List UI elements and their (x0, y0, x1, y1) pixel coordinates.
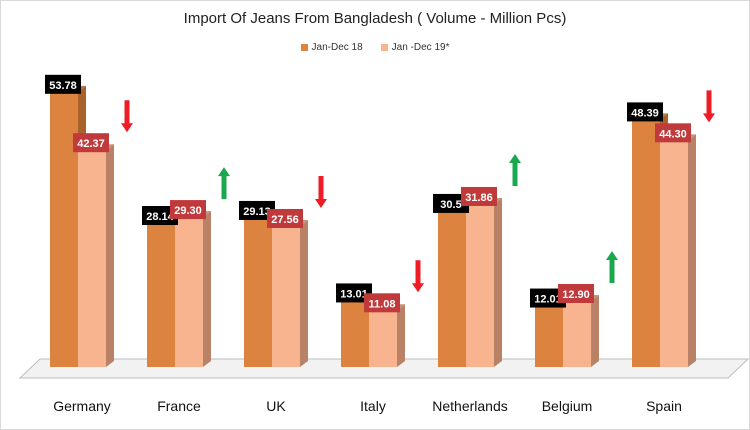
bar-side-2-germany (106, 144, 114, 367)
value-label-bg-2-belgium (558, 283, 594, 303)
value-label-bg-2-spain (655, 123, 691, 143)
value-label-bg-2-netherlands (461, 186, 497, 206)
up-arrow-icon-netherlands (509, 153, 521, 186)
legend-label-series-2: Jan -Dec 19* (391, 42, 450, 53)
bar-series-2-netherlands (466, 203, 494, 367)
value-label-2-belgium: 12.90 (562, 289, 590, 301)
value-label-bg-1-spain (627, 102, 663, 122)
value-label-1-italy: 13.01 (340, 288, 368, 300)
legend-swatch-series-1 (300, 44, 308, 51)
value-label-2-germany: 42.37 (77, 138, 105, 150)
bar-side-2-belgium (591, 294, 599, 367)
value-label-1-spain: 48.39 (631, 107, 659, 119)
bar-series-2-germany (78, 150, 106, 367)
value-label-1-belgium: 12.01 (534, 294, 562, 306)
down-arrow-icon-germany (121, 100, 133, 133)
bar-side-2-italy (397, 304, 405, 367)
bar-series-1-spain (632, 119, 660, 367)
value-label-1-netherlands: 30.5 (440, 199, 461, 211)
bar-series-1-france (147, 223, 175, 367)
bar-side-2-uk (300, 219, 308, 367)
category-label-germany: Germany (53, 398, 111, 414)
category-label-italy: Italy (360, 398, 386, 414)
category-label-france: France (157, 398, 201, 414)
bar-series-1-belgium (535, 305, 563, 367)
value-label-bg-2-france (170, 200, 206, 220)
value-label-bg-2-italy (364, 293, 400, 313)
chart-legend: Jan-Dec 18 Jan -Dec 19* (0, 42, 750, 53)
value-label-bg-1-uk (239, 200, 275, 220)
bar-series-2-france (175, 217, 203, 367)
value-label-1-uk: 29.13 (243, 206, 271, 218)
bar-series-2-uk (272, 225, 300, 367)
category-label-spain: Spain (646, 398, 682, 414)
value-label-2-netherlands: 31.86 (465, 192, 493, 204)
bar-series-1-netherlands (438, 210, 466, 367)
legend-label-series-1: Jan-Dec 18 (311, 42, 363, 53)
legend-item-series-1: Jan-Dec 18 (300, 42, 363, 53)
value-label-bg-2-uk (267, 208, 303, 228)
value-label-2-france: 29.30 (174, 205, 202, 217)
value-label-bg-1-belgium (530, 288, 566, 308)
down-arrow-icon-italy (412, 260, 424, 293)
category-label-netherlands: Netherlands (432, 398, 508, 414)
bar-series-2-italy (369, 310, 397, 367)
value-label-bg-1-germany (45, 74, 81, 94)
value-label-bg-1-netherlands (433, 193, 469, 213)
legend-swatch-series-2 (380, 44, 388, 51)
value-label-bg-1-france (142, 206, 178, 226)
value-label-1-france: 28.14 (146, 211, 174, 223)
bar-series-2-spain (660, 140, 688, 367)
bar-series-1-uk (244, 217, 272, 367)
value-label-2-spain: 44.30 (659, 128, 687, 140)
value-label-bg-2-germany (73, 133, 109, 153)
category-label-uk: UK (266, 398, 286, 414)
bar-series-1-germany (50, 91, 78, 367)
up-arrow-icon-france (218, 167, 230, 200)
down-arrow-icon-spain (703, 90, 715, 123)
value-label-2-italy: 11.08 (369, 298, 396, 310)
bar-side-2-netherlands (494, 197, 502, 367)
value-label-2-uk: 27.56 (271, 214, 299, 226)
value-label-bg-1-italy (336, 283, 372, 303)
bar-side-2-france (203, 211, 211, 367)
down-arrow-icon-uk (315, 175, 327, 208)
value-label-1-germany: 53.78 (49, 80, 77, 92)
chart-title: Import Of Jeans From Bangladesh ( Volume… (183, 10, 567, 27)
legend-item-series-2: Jan -Dec 19* (380, 42, 450, 53)
bar-series-2-belgium (563, 300, 591, 367)
bar-side-2-spain (688, 134, 696, 367)
up-arrow-icon-belgium (606, 250, 618, 283)
category-label-belgium: Belgium (542, 398, 593, 414)
